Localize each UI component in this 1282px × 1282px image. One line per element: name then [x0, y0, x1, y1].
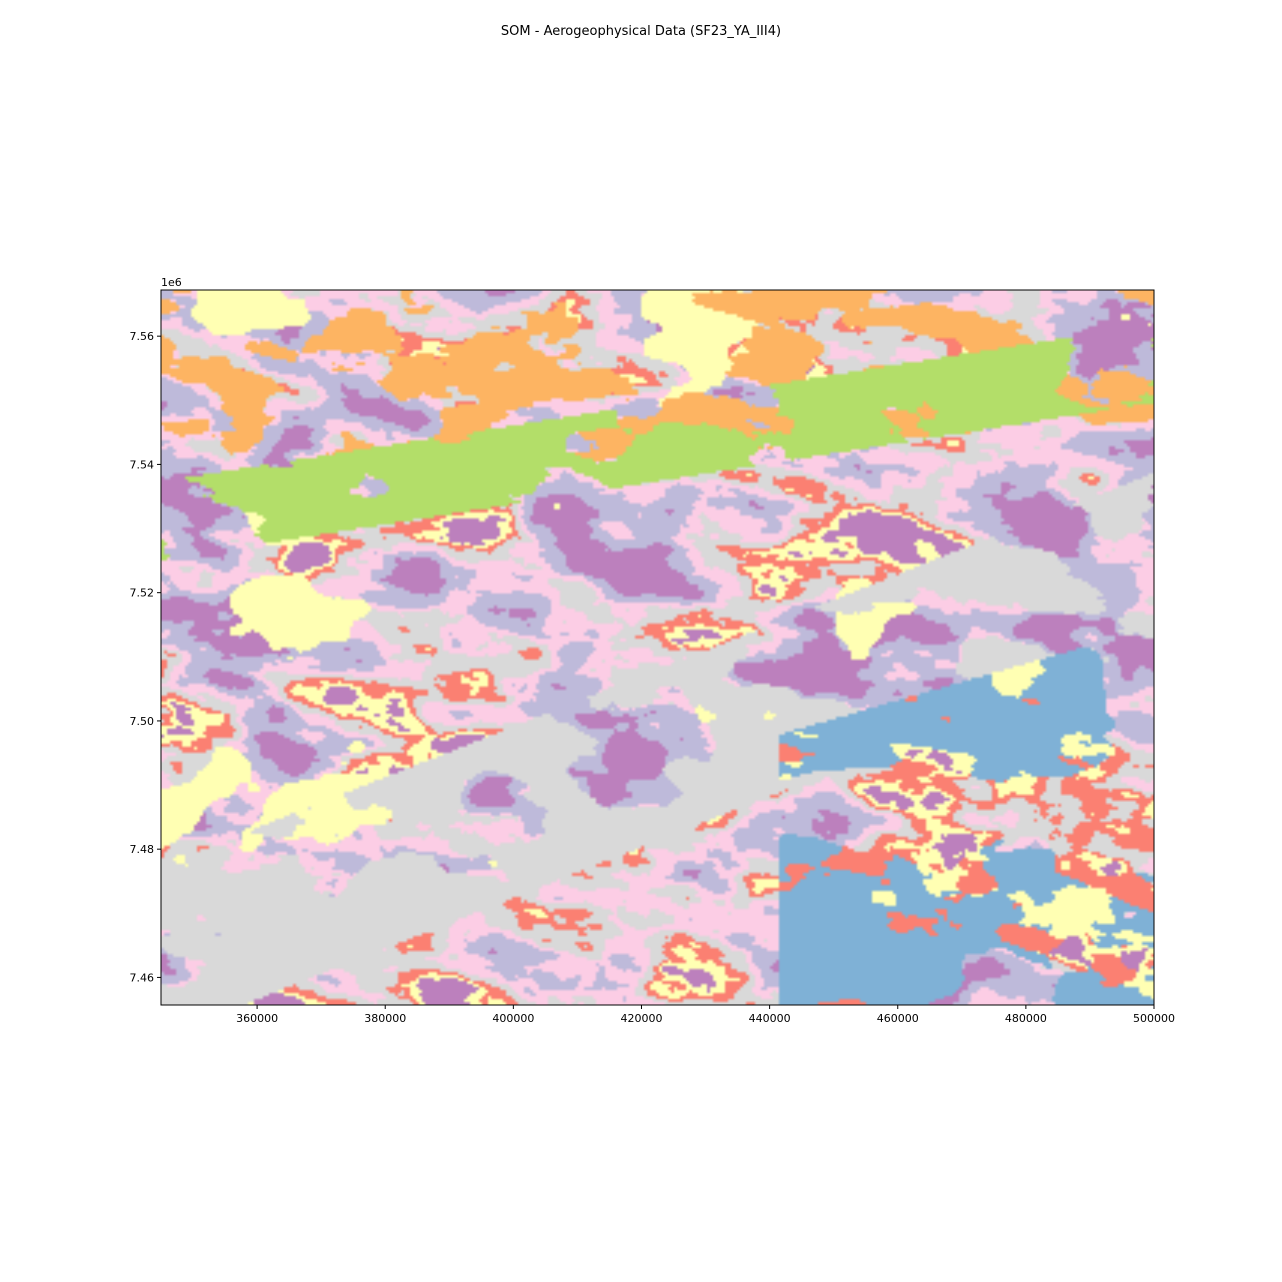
classification-map	[161, 290, 1154, 1005]
x-tick-label: 440000	[749, 1012, 791, 1025]
plot-frame	[160, 289, 1155, 1006]
y-tick-label: 7.54	[130, 458, 155, 471]
y-axis-offset-label: 1e6	[161, 276, 182, 289]
x-tick-label: 480000	[1005, 1012, 1047, 1025]
y-tick-label: 7.52	[130, 587, 155, 600]
y-tick-label: 7.56	[130, 330, 155, 343]
x-tick-label: 500000	[1133, 1012, 1175, 1025]
x-tick-label: 420000	[620, 1012, 662, 1025]
x-tick-label: 400000	[492, 1012, 534, 1025]
chart-title: SOM - Aerogeophysical Data (SF23_YA_III4…	[501, 24, 781, 39]
x-tick-label: 380000	[364, 1012, 406, 1025]
x-tick-label: 360000	[236, 1012, 278, 1025]
y-tick-label: 7.50	[130, 715, 155, 728]
x-axis: 360000 380000 400000 420000 440000 460000 4800…	[236, 1005, 1175, 1025]
y-tick-label: 7.48	[130, 843, 155, 856]
y-tick-label: 7.46	[130, 971, 155, 984]
y-axis: 7.46 7.48 7.50 7.52 7.54 7.56	[130, 330, 161, 984]
plot-area	[161, 290, 1154, 1005]
x-tick-label: 460000	[877, 1012, 919, 1025]
